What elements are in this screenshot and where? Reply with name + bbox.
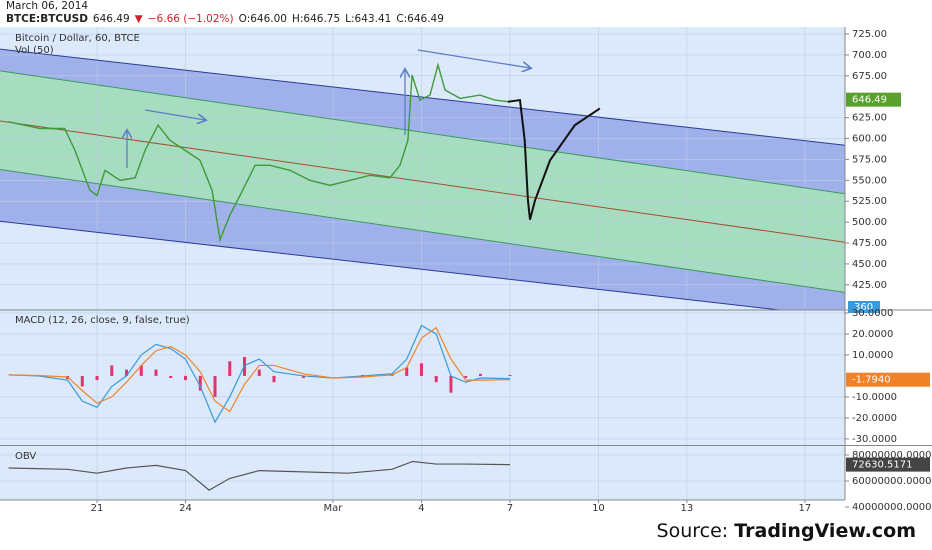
histogram-bar bbox=[272, 375, 276, 383]
y-tick-label: 40000000.0000 bbox=[852, 502, 932, 513]
x-tick-label: 21 bbox=[91, 503, 104, 514]
projection-drawing bbox=[507, 98, 601, 220]
last-value-label: 72630.5171 bbox=[852, 460, 912, 471]
last-price-box bbox=[846, 92, 901, 107]
symbol: BTCE:BTCUSD bbox=[6, 13, 88, 25]
pane bbox=[0, 446, 845, 500]
series-line bbox=[8, 62, 508, 243]
chart: Bitcoin / Dollar, 60, BTCE Vol (50) MACD… bbox=[0, 27, 932, 514]
histogram-bar bbox=[508, 374, 512, 376]
y-tick-label: 30.0000 bbox=[852, 308, 893, 319]
series-line bbox=[8, 324, 510, 424]
y-tick-label: 600.00 bbox=[852, 134, 887, 145]
histogram-bar bbox=[464, 375, 468, 379]
channel-line bbox=[0, 220, 785, 310]
x-tick-label: Mar bbox=[324, 503, 344, 514]
pane bbox=[0, 27, 845, 310]
y-tick-label: 80000000.0000 bbox=[852, 450, 932, 461]
volume-label: 360 bbox=[854, 302, 873, 313]
header: March 06, 2014 BTCE:BTCUSD 646.49 ▼ −6.66 (… bbox=[6, 0, 449, 26]
y-tick-label: 675.00 bbox=[852, 71, 887, 82]
histogram-bar bbox=[301, 375, 305, 379]
low: L:643.41 bbox=[345, 13, 392, 25]
source-prefix: Source: bbox=[656, 520, 729, 542]
source: Source: TradingView.com bbox=[657, 520, 916, 542]
y-tick-label: 20.0000 bbox=[852, 329, 893, 340]
y-tick-label: 10.0000 bbox=[852, 350, 893, 361]
x-tick-label: 7 bbox=[507, 503, 513, 514]
channel-line bbox=[0, 48, 845, 146]
histogram-bar bbox=[154, 369, 158, 376]
y-tick-label: -30.0000 bbox=[852, 434, 897, 445]
high: H:646.75 bbox=[291, 13, 341, 25]
histogram-bar bbox=[434, 375, 438, 383]
y-tick-label: 60000000.0000 bbox=[852, 476, 932, 487]
x-tick-label: 24 bbox=[179, 503, 192, 514]
volume-box bbox=[848, 301, 880, 313]
last-value-box bbox=[846, 372, 930, 387]
x-tick-label: 4 bbox=[418, 503, 424, 514]
histogram-bar bbox=[184, 375, 188, 381]
y-tick-label: 525.00 bbox=[852, 196, 887, 207]
source-site: TradingView.com bbox=[734, 520, 916, 542]
channel-line bbox=[0, 120, 845, 243]
pane bbox=[0, 310, 845, 445]
annotation-arrows bbox=[127, 49, 530, 168]
y-tick-label: 625.00 bbox=[852, 113, 887, 124]
histogram-bar bbox=[169, 375, 173, 379]
x-tick-label: 10 bbox=[592, 503, 605, 514]
open: O:646.00 bbox=[238, 13, 287, 25]
histogram-bar bbox=[257, 369, 261, 376]
histogram-bar bbox=[478, 373, 482, 376]
y-tick-label: 450.00 bbox=[852, 259, 887, 270]
histogram-bar bbox=[198, 375, 202, 391]
histogram-bar bbox=[139, 365, 143, 376]
last-price: 646.49 bbox=[92, 13, 130, 25]
histogram-bar bbox=[405, 367, 409, 376]
histogram-bar bbox=[95, 375, 99, 381]
pane-title: Bitcoin / Dollar, 60, BTCE bbox=[15, 33, 140, 44]
histogram-bar bbox=[213, 375, 217, 397]
histogram-bar bbox=[449, 375, 453, 393]
y-tick-label: 500.00 bbox=[852, 217, 887, 228]
histogram-bar bbox=[80, 375, 84, 387]
y-tick-label: 425.00 bbox=[852, 280, 887, 291]
y-tick-label: 475.00 bbox=[852, 238, 887, 249]
pane-subtitle: Vol (50) bbox=[15, 45, 54, 56]
y-tick-label: 550.00 bbox=[852, 175, 887, 186]
channel-line bbox=[0, 70, 845, 195]
pane-title: OBV bbox=[15, 451, 36, 462]
y-tick-label: 575.00 bbox=[852, 154, 887, 165]
histogram-bar bbox=[110, 365, 114, 376]
pane-title: MACD (12, 26, close, 9, false, true) bbox=[15, 315, 190, 326]
y-tick-label: -10.0000 bbox=[852, 392, 897, 403]
y-tick-label: -20.0000 bbox=[852, 413, 897, 424]
y-tick-label: 725.00 bbox=[852, 29, 887, 40]
close: C:646.49 bbox=[396, 13, 444, 25]
down-icon: ▼ bbox=[134, 13, 143, 25]
histogram-bar bbox=[125, 369, 129, 376]
series-line bbox=[8, 460, 510, 491]
last-price-label: 646.49 bbox=[852, 95, 887, 106]
date: March 06, 2014 bbox=[6, 0, 89, 12]
series-line bbox=[8, 326, 510, 413]
last-value-box bbox=[846, 457, 930, 472]
channel-line bbox=[0, 168, 845, 293]
y-tick-label: 700.00 bbox=[852, 50, 887, 61]
last-value-label: -1.7940 bbox=[852, 375, 891, 386]
histogram-bar bbox=[228, 361, 232, 376]
change: −6.66 (−1.02%) bbox=[147, 13, 234, 25]
x-tick-label: 13 bbox=[681, 503, 694, 514]
x-tick-label: 17 bbox=[799, 503, 812, 514]
histogram-bar bbox=[419, 363, 423, 376]
